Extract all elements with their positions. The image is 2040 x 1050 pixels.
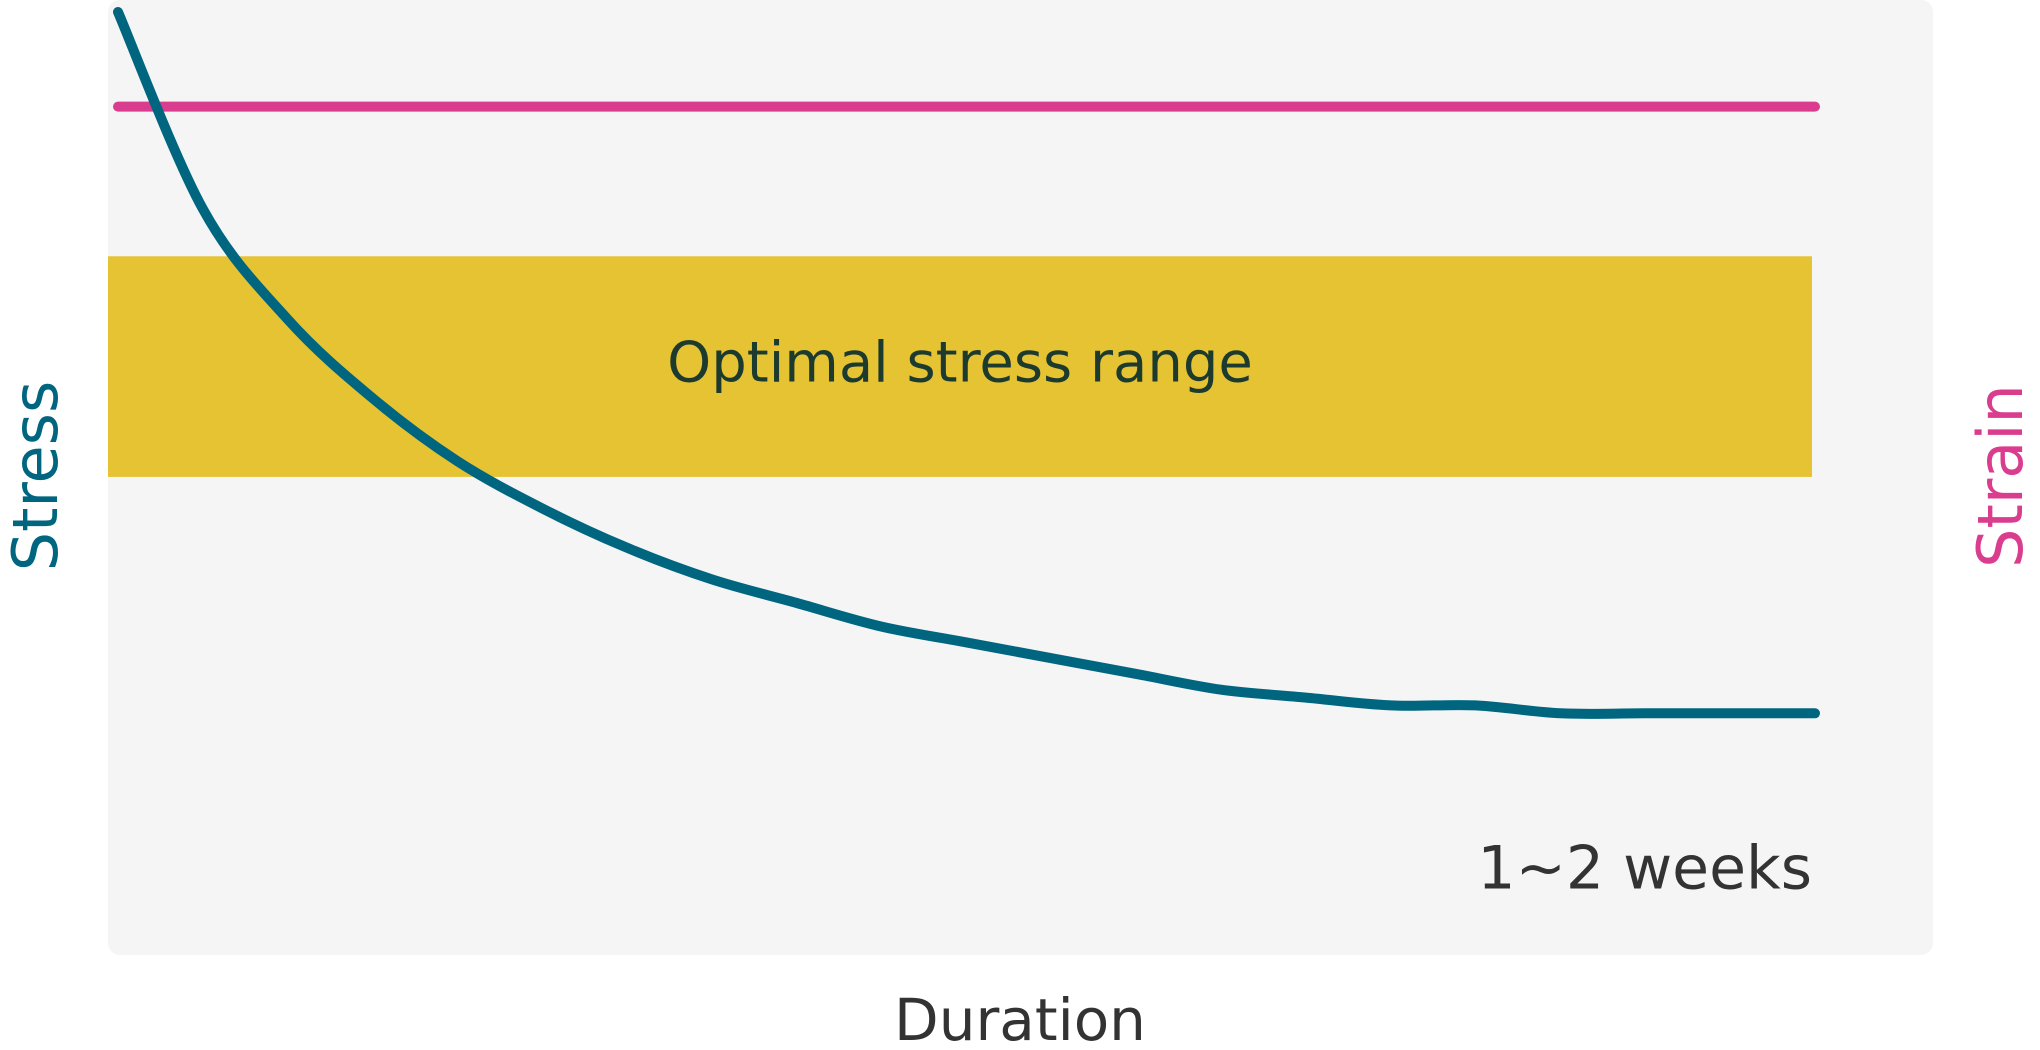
- stress-curve: [113, 7, 1820, 719]
- y-axis-label-stress: Stress: [0, 381, 72, 572]
- duration-annotation: 1~2 weeks: [1477, 834, 1812, 904]
- optimal-stress-band: [108, 256, 1812, 477]
- y-axis-label-strain: Strain: [1964, 384, 2037, 568]
- series-layer: [113, 7, 1820, 719]
- x-axis-label: Duration: [894, 986, 1146, 1050]
- band-label: Optimal stress range: [667, 331, 1253, 396]
- plot-panel: [108, 0, 1933, 955]
